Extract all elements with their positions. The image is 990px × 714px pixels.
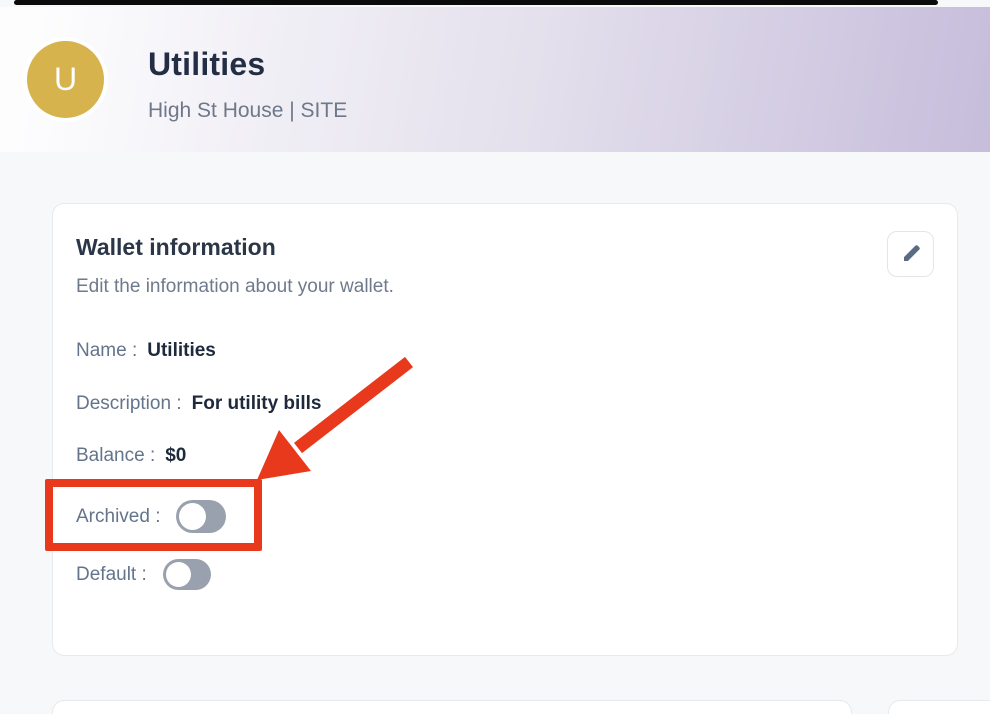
top-black-bar bbox=[14, 0, 938, 5]
field-label: Name : bbox=[76, 340, 138, 361]
wallet-information-card: Wallet information Edit the information … bbox=[52, 203, 958, 656]
field-label: Balance : bbox=[76, 445, 156, 466]
card-subtitle: Edit the information about your wallet. bbox=[76, 276, 394, 297]
field-row-name: Name : Utilities bbox=[76, 340, 216, 362]
field-row-default: Default : bbox=[76, 559, 211, 590]
archived-toggle[interactable] bbox=[176, 500, 227, 533]
field-label: Default : bbox=[76, 563, 147, 585]
card-title: Wallet information bbox=[76, 234, 276, 260]
page-subtitle: High St House | SITE bbox=[148, 99, 348, 122]
toggle-knob bbox=[165, 562, 191, 587]
wallet-header bbox=[0, 7, 990, 152]
field-value: Utilities bbox=[147, 340, 216, 361]
bottom-card-side bbox=[888, 700, 990, 714]
field-value: For utility bills bbox=[191, 393, 322, 414]
field-row-archived: Archived : bbox=[76, 500, 227, 533]
edit-wallet-button[interactable] bbox=[887, 231, 934, 277]
default-toggle[interactable] bbox=[162, 559, 211, 590]
field-label: Description : bbox=[76, 393, 182, 414]
field-row-balance: Balance : $0 bbox=[76, 445, 186, 467]
page-title: Utilities bbox=[148, 46, 266, 82]
field-row-description: Description : For utility bills bbox=[76, 393, 321, 415]
pencil-icon bbox=[901, 244, 921, 264]
toggle-knob bbox=[179, 503, 207, 530]
field-value: $0 bbox=[165, 445, 187, 466]
avatar: U bbox=[23, 37, 108, 122]
bottom-card bbox=[52, 700, 852, 714]
field-label: Archived : bbox=[76, 505, 161, 527]
avatar-letter: U bbox=[53, 61, 78, 97]
